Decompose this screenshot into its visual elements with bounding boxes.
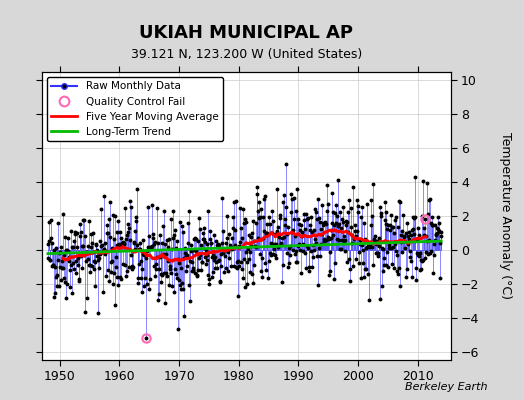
Y-axis label: Temperature Anomaly (°C): Temperature Anomaly (°C) [499, 132, 512, 300]
Text: Berkeley Earth: Berkeley Earth [405, 382, 487, 392]
Legend: Raw Monthly Data, Quality Control Fail, Five Year Moving Average, Long-Term Tren: Raw Monthly Data, Quality Control Fail, … [47, 77, 223, 141]
Text: UKIAH MUNICIPAL AP: UKIAH MUNICIPAL AP [139, 24, 353, 42]
Text: 39.121 N, 123.200 W (United States): 39.121 N, 123.200 W (United States) [130, 48, 362, 61]
